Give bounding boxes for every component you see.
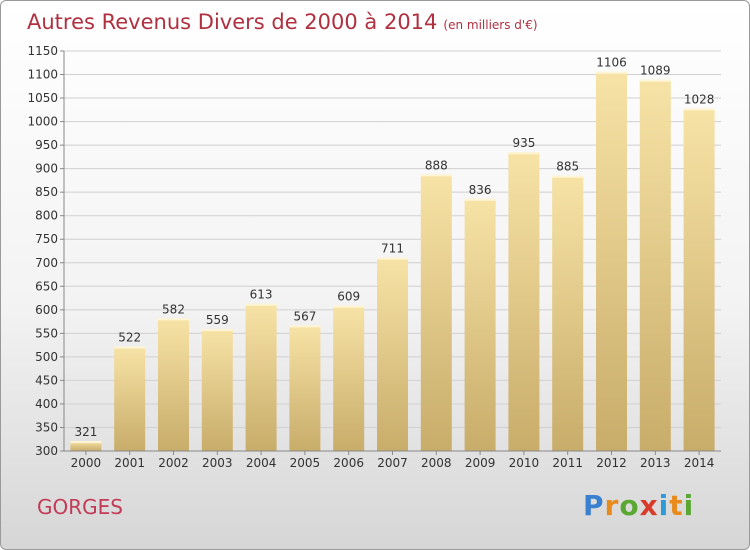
y-tick-label: 300 xyxy=(35,444,58,458)
y-tick-label: 1150 xyxy=(27,44,58,58)
data-label-2004: 613 xyxy=(250,288,273,302)
bar-highlight xyxy=(333,305,365,308)
bar-2001 xyxy=(114,346,146,451)
y-tick-label: 500 xyxy=(35,350,58,364)
x-tick-label-2013: 2013 xyxy=(640,456,671,470)
y-tick-label: 900 xyxy=(35,162,58,176)
x-tick-label-2014: 2014 xyxy=(684,456,715,470)
x-tick-label-2009: 2009 xyxy=(465,456,496,470)
data-label-2010: 935 xyxy=(512,136,535,150)
bar-highlight xyxy=(158,318,189,321)
bar-2010 xyxy=(508,152,540,452)
y-tick-label: 1050 xyxy=(27,91,58,105)
data-label-2008: 888 xyxy=(425,158,448,172)
bar-2012 xyxy=(596,71,627,452)
bar-highlight xyxy=(683,108,715,111)
data-label-2009: 836 xyxy=(469,183,492,197)
y-tick-label: 600 xyxy=(35,303,58,317)
y-tick-label: 550 xyxy=(35,326,58,340)
data-label-2011: 885 xyxy=(556,160,579,174)
y-tick-label: 650 xyxy=(35,279,58,293)
y-tick-label: 350 xyxy=(35,420,58,434)
logo-letter: r xyxy=(604,489,620,522)
bar-2008 xyxy=(420,174,452,451)
y-tick-label: 1000 xyxy=(27,115,58,129)
bar-highlight xyxy=(245,303,277,306)
bar-2009 xyxy=(464,198,496,451)
bar-highlight xyxy=(596,71,627,74)
data-label-2014: 1028 xyxy=(684,92,715,106)
bar-2014 xyxy=(683,108,715,451)
x-axis: 2000 2001 2002 2003 2004 2005 2006 2007 2008 2009… xyxy=(64,450,721,470)
proxiti-logo: Proxiti xyxy=(583,489,694,522)
y-tick-label: 750 xyxy=(35,232,58,246)
data-label-2006: 609 xyxy=(337,290,360,304)
bar-highlight xyxy=(552,175,584,178)
bar-2013 xyxy=(639,79,671,452)
bar-highlight xyxy=(377,257,408,260)
city-name: GORGES xyxy=(37,495,123,519)
x-tick-label-2008: 2008 xyxy=(421,456,452,470)
chart-title: Autres Revenus Divers de 2000 à 2014 (en … xyxy=(27,10,538,34)
x-tick-label-2006: 2006 xyxy=(333,456,364,470)
bar-2006 xyxy=(333,305,365,451)
y-tick-label: 800 xyxy=(35,209,58,223)
bar-2002 xyxy=(158,318,189,451)
data-label-2013: 1089 xyxy=(640,64,671,78)
x-tick-label-2000: 2000 xyxy=(71,456,102,470)
data-labels: 321 522 582 559 613 567 609 711 888 836 935 885 1106… xyxy=(74,56,714,439)
bar-2003 xyxy=(201,329,233,451)
chart-title-main: Autres Revenus Divers de 2000 à 2014 xyxy=(27,10,438,34)
logo-letter: i xyxy=(683,489,695,522)
x-tick-label-2001: 2001 xyxy=(114,456,145,470)
x-tick-label-2002: 2002 xyxy=(158,456,189,470)
bar-2011 xyxy=(552,175,584,452)
x-tick-label-2007: 2007 xyxy=(377,456,408,470)
data-label-2002: 582 xyxy=(162,302,185,316)
x-tick-label-2012: 2012 xyxy=(596,456,627,470)
bar-highlight xyxy=(201,329,233,332)
x-tick-label-2010: 2010 xyxy=(509,456,540,470)
logo-letter: t xyxy=(669,489,684,522)
bar-highlight xyxy=(508,152,540,155)
bar-highlight xyxy=(114,346,146,349)
y-tick-label: 1100 xyxy=(27,68,58,82)
chart-title-unit: (en milliers d'€) xyxy=(443,18,538,32)
data-label-2005: 567 xyxy=(293,309,316,323)
x-tick-label-2011: 2011 xyxy=(552,456,583,470)
bar-highlight xyxy=(464,198,496,201)
bar-2004 xyxy=(245,303,277,451)
data-label-2007: 711 xyxy=(381,242,404,256)
y-tick-label: 700 xyxy=(35,256,58,270)
bar-2000 xyxy=(70,441,102,451)
y-tick-label: 950 xyxy=(35,138,58,152)
y-axis: 300 350 400 450 500 550 600 650 700 750 800 850 900 9… xyxy=(27,44,65,458)
bar-highlight xyxy=(420,174,452,177)
y-tick-label: 400 xyxy=(35,397,58,411)
y-tick-label: 850 xyxy=(35,185,58,199)
logo-letter: P xyxy=(583,489,605,522)
x-tick-label-2004: 2004 xyxy=(246,456,277,470)
x-tick-label-2003: 2003 xyxy=(202,456,233,470)
bars xyxy=(70,71,715,452)
x-tick-label-2005: 2005 xyxy=(290,456,321,470)
data-label-2001: 522 xyxy=(118,331,141,345)
data-label-2012: 1106 xyxy=(596,56,627,70)
bar-2007 xyxy=(377,257,408,451)
bar-highlight xyxy=(289,325,321,328)
y-tick-label: 450 xyxy=(35,373,58,387)
bar-highlight xyxy=(70,441,102,444)
logo-letter: o xyxy=(619,489,640,522)
data-label-2003: 559 xyxy=(206,313,229,327)
logo-letter: x xyxy=(639,489,659,522)
logo-letter: i xyxy=(658,489,670,522)
bar-2005 xyxy=(289,325,321,451)
data-label-2000: 321 xyxy=(74,425,97,439)
bar-highlight xyxy=(639,79,671,82)
